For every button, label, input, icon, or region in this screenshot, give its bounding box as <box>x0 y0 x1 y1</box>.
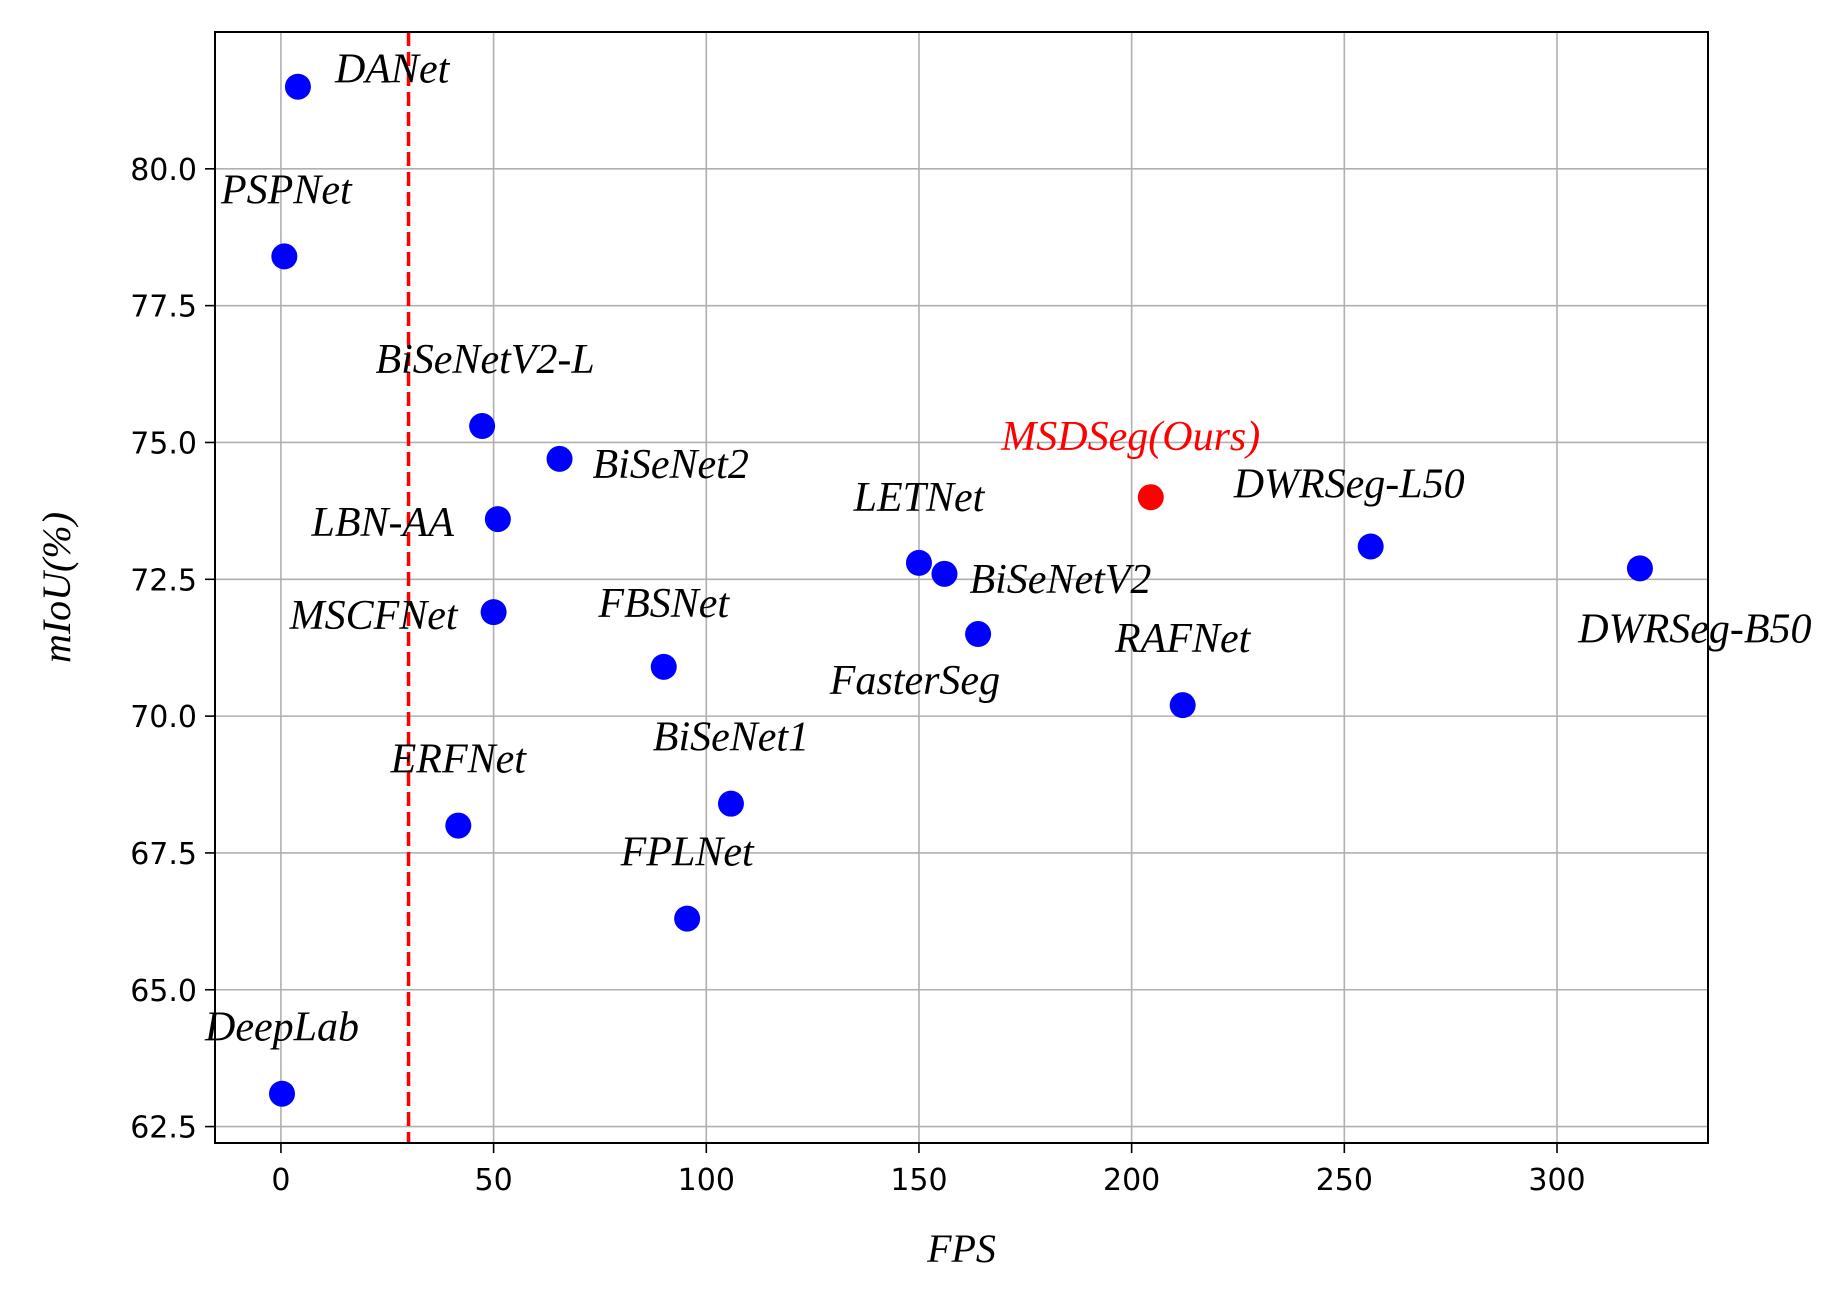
point-label: PSPNet <box>220 167 353 213</box>
point-label: DWRSeg-B50 <box>1577 606 1811 652</box>
y-tick-label: 75.0 <box>130 426 197 461</box>
y-tick-label: 77.5 <box>130 290 197 325</box>
y-tick-label: 65.0 <box>130 974 197 1009</box>
data-point <box>268 1080 295 1107</box>
x-tick-label: 50 <box>475 1163 513 1198</box>
point-label: BiSeNetV2-L <box>375 337 594 383</box>
data-point <box>905 549 932 576</box>
point-label: DANet <box>334 47 451 93</box>
data-points <box>268 73 1653 1107</box>
point-label: LBN-AA <box>311 500 455 546</box>
point-label: LETNet <box>853 475 986 521</box>
y-tick-label: 80.0 <box>130 153 197 188</box>
data-point <box>674 905 701 932</box>
point-label: BiSeNet1 <box>653 715 809 761</box>
plot-frame <box>214 31 1709 1144</box>
point-label: MSCFNet <box>289 593 459 639</box>
point-label: FBSNet <box>597 581 730 627</box>
point-label: FasterSeg <box>829 658 1000 704</box>
data-point <box>965 621 992 648</box>
point-label: BiSeNetV2 <box>969 557 1151 603</box>
x-tick-label: 100 <box>678 1163 735 1198</box>
point-label: ERFNet <box>390 737 528 783</box>
data-point <box>546 445 573 472</box>
x-tick-label: 200 <box>1103 1163 1160 1198</box>
x-tick-label: 300 <box>1528 1163 1585 1198</box>
y-tick-label: 70.0 <box>130 700 197 735</box>
x-axis-title: FPS <box>926 1226 996 1271</box>
data-point <box>480 599 507 626</box>
point-labels: DANet PSPNet BiSeNetV2-L BiSeNet2 LBN-AA MSCF… <box>204 47 1812 1051</box>
x-tick-label: 0 <box>271 1163 290 1198</box>
y-tick-label: 62.5 <box>130 1111 197 1146</box>
point-label: DeepLab <box>204 1005 359 1051</box>
data-point <box>284 73 311 100</box>
y-tick-label: 72.5 <box>130 563 197 598</box>
point-label: BiSeNet2 <box>593 442 749 488</box>
y-axis-title: mIoU(%) <box>34 512 79 663</box>
point-label: MSDSeg(Ours) <box>1000 414 1260 460</box>
data-point <box>484 506 511 533</box>
grid-lines <box>215 32 1708 1143</box>
y-tick-label: 67.5 <box>130 837 197 872</box>
data-point <box>931 560 958 587</box>
data-point <box>717 790 744 817</box>
data-point <box>271 243 298 270</box>
point-label: FPLNet <box>620 830 755 876</box>
data-point <box>469 413 496 440</box>
data-point <box>1169 692 1196 719</box>
x-tick-label: 250 <box>1316 1163 1373 1198</box>
data-point <box>650 653 677 680</box>
data-point <box>1626 555 1653 582</box>
point-label: DWRSeg-L50 <box>1233 461 1465 507</box>
data-point <box>445 812 472 839</box>
data-point <box>1357 533 1384 560</box>
axis-ticks: 0 50 100 150 200 250 300 62.5 65.0 67.5 70.0 72.5 75… <box>130 153 1585 1198</box>
x-tick-label: 150 <box>890 1163 947 1198</box>
point-label: RAFNet <box>1114 616 1252 662</box>
data-point <box>1137 484 1164 511</box>
